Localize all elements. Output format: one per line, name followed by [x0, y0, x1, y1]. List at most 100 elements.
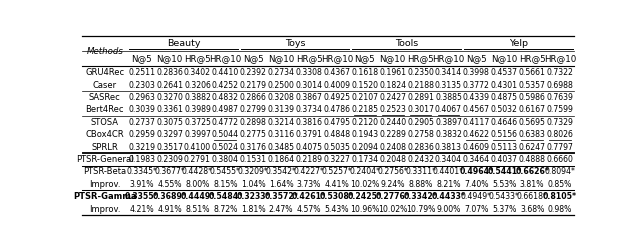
Text: 0.4646: 0.4646	[491, 118, 518, 127]
Text: HR@5: HR@5	[296, 54, 323, 63]
Text: 0.3997: 0.3997	[184, 130, 211, 139]
Text: 5.37%: 5.37%	[492, 205, 516, 214]
Text: SASRec: SASRec	[89, 93, 121, 102]
Text: 0.6618*: 0.6618*	[516, 192, 548, 201]
Text: 0.2758: 0.2758	[407, 130, 434, 139]
Text: 0.4537: 0.4537	[491, 68, 518, 77]
Text: 0.4888: 0.4888	[518, 155, 546, 164]
Text: 0.3414: 0.3414	[435, 68, 462, 77]
Text: 0.2737: 0.2737	[128, 118, 155, 127]
Text: 0.3791: 0.3791	[296, 130, 323, 139]
Text: 0.2836: 0.2836	[407, 143, 434, 152]
Text: 0.2094: 0.2094	[351, 143, 378, 152]
Text: N@10: N@10	[156, 54, 182, 63]
Text: 0.4772: 0.4772	[212, 118, 239, 127]
Text: 0.3816: 0.3816	[296, 118, 323, 127]
Text: 0.6383: 0.6383	[519, 130, 546, 139]
Text: 0.3139: 0.3139	[268, 105, 294, 114]
Text: 0.2425*: 0.2425*	[348, 192, 382, 201]
Text: Bert4Rec: Bert4Rec	[86, 105, 124, 114]
Text: 0.2523: 0.2523	[380, 105, 406, 114]
Text: 0.3209*: 0.3209*	[238, 167, 269, 176]
Text: 0.4227*: 0.4227*	[294, 167, 324, 176]
Text: 5.53%: 5.53%	[492, 180, 516, 189]
Text: 0.3542*: 0.3542*	[266, 167, 296, 176]
Text: 8.72%: 8.72%	[213, 205, 237, 214]
Text: 0.6247: 0.6247	[518, 143, 546, 152]
Text: 0.2350: 0.2350	[407, 68, 434, 77]
Text: 10.02%: 10.02%	[350, 180, 380, 189]
Text: 0.4037: 0.4037	[491, 155, 518, 164]
Text: 0.2107: 0.2107	[351, 93, 378, 102]
Text: 0.2791: 0.2791	[184, 155, 211, 164]
Text: HR@5: HR@5	[407, 54, 434, 63]
Text: 0.2756*: 0.2756*	[378, 167, 408, 176]
Text: 0.3270: 0.3270	[156, 93, 183, 102]
Text: 4.41%: 4.41%	[324, 180, 349, 189]
Text: Improv.: Improv.	[89, 205, 120, 214]
Text: 0.2641: 0.2641	[156, 81, 183, 90]
Text: N@10: N@10	[268, 54, 294, 63]
Text: 4.21%: 4.21%	[129, 205, 154, 214]
Text: 0.3311*: 0.3311*	[405, 167, 436, 176]
Text: 3.91%: 3.91%	[129, 180, 154, 189]
Text: 0.3867: 0.3867	[296, 93, 323, 102]
Text: 0.3176: 0.3176	[240, 143, 267, 152]
Text: 0.3885: 0.3885	[435, 93, 462, 102]
Text: 0.3734: 0.3734	[296, 105, 323, 114]
Text: 4.57%: 4.57%	[297, 205, 321, 214]
Text: 0.3214: 0.3214	[268, 118, 294, 127]
Text: 0.8026: 0.8026	[547, 130, 573, 139]
Text: 0.3361: 0.3361	[156, 105, 183, 114]
Text: 0.1520: 0.1520	[351, 81, 378, 90]
Text: 0.2404*: 0.2404*	[349, 167, 380, 176]
Text: 5.43%: 5.43%	[324, 205, 349, 214]
Text: Improv.: Improv.	[89, 180, 120, 189]
Text: 0.4567: 0.4567	[463, 105, 490, 114]
Text: 0.85%: 0.85%	[548, 180, 572, 189]
Text: 0.3017: 0.3017	[407, 105, 434, 114]
Text: 0.4401*: 0.4401*	[433, 167, 464, 176]
Text: PTSR-General: PTSR-General	[76, 155, 134, 164]
Text: 8.88%: 8.88%	[408, 180, 433, 189]
Text: 0.3345*: 0.3345*	[126, 167, 157, 176]
Text: 0.5433*: 0.5433*	[489, 192, 520, 201]
Text: 0.3677*: 0.3677*	[154, 167, 185, 176]
Text: 0.2898: 0.2898	[240, 118, 267, 127]
Text: 0.7322: 0.7322	[547, 68, 573, 77]
Text: 0.4100: 0.4100	[184, 143, 211, 152]
Text: 0.2408: 0.2408	[380, 143, 406, 152]
Text: 0.3206: 0.3206	[184, 81, 211, 90]
Text: 0.7599: 0.7599	[547, 105, 573, 114]
Text: 0.5156: 0.5156	[491, 130, 518, 139]
Text: 0.6626*: 0.6626*	[515, 167, 549, 176]
Text: 0.4301: 0.4301	[491, 81, 518, 90]
Text: 0.4609: 0.4609	[463, 143, 490, 152]
Text: 10.79%: 10.79%	[406, 205, 435, 214]
Text: 0.3725: 0.3725	[184, 118, 211, 127]
Text: 0.3832: 0.3832	[435, 130, 462, 139]
Text: 0.4410: 0.4410	[212, 68, 239, 77]
Text: 0.6167: 0.6167	[518, 105, 546, 114]
Text: 9.24%: 9.24%	[380, 180, 405, 189]
Text: Caser: Caser	[93, 81, 117, 90]
Text: N@5: N@5	[355, 54, 375, 63]
Text: PTSR-Gamma: PTSR-Gamma	[73, 192, 136, 201]
Text: 0.3404: 0.3404	[435, 155, 462, 164]
Text: 0.2189: 0.2189	[296, 155, 323, 164]
Text: 0.8094*: 0.8094*	[545, 167, 575, 176]
Text: 7.07%: 7.07%	[464, 205, 488, 214]
Text: 0.5357: 0.5357	[519, 81, 546, 90]
Text: 1.81%: 1.81%	[241, 205, 266, 214]
Text: 0.4875: 0.4875	[491, 93, 518, 102]
Text: 0.4949*: 0.4949*	[461, 192, 492, 201]
Text: HR@5: HR@5	[519, 54, 545, 63]
Text: 9.00%: 9.00%	[436, 205, 461, 214]
Text: 0.2120: 0.2120	[351, 118, 378, 127]
Text: 0.2836: 0.2836	[156, 68, 183, 77]
Text: 0.3998: 0.3998	[463, 68, 490, 77]
Text: 0.5024: 0.5024	[212, 143, 239, 152]
Text: 0.4117: 0.4117	[463, 118, 490, 127]
Text: Beauty: Beauty	[167, 39, 200, 48]
Text: 0.2303: 0.2303	[128, 81, 155, 90]
